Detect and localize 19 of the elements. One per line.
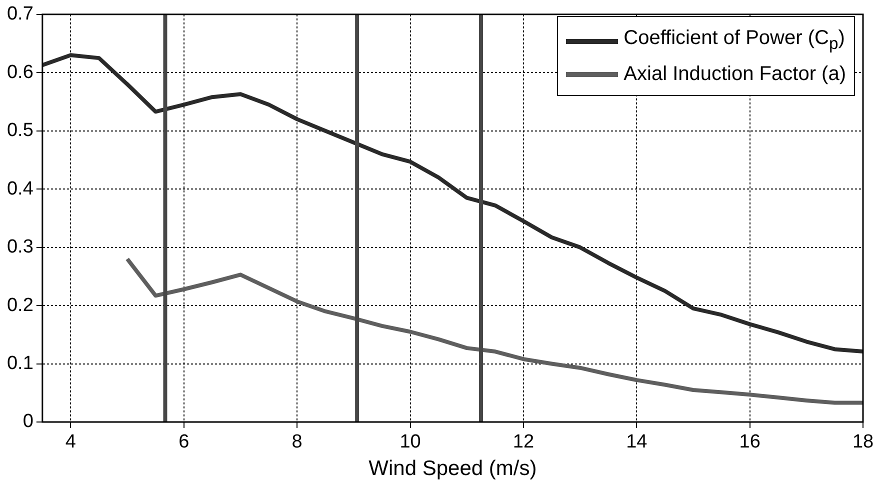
y-tick-label: 0.2 (6, 294, 34, 316)
y-tick-label: 0 (22, 411, 34, 432)
x-tick-label: 18 (852, 432, 874, 453)
legend-label: Coefficient of Power (C$_{p}$) (624, 26, 845, 55)
legend-label: Axial Induction Factor (a) (624, 62, 846, 87)
y-tick-label: 0.5 (6, 120, 34, 142)
y-tick-label: 0.1 (6, 353, 34, 374)
y-tick-label: 0.6 (6, 62, 34, 83)
y-tick-label: 0.4 (6, 178, 34, 200)
x-tick-label: 8 (292, 432, 302, 453)
y-tick-label: 0.3 (6, 236, 34, 258)
x-tick-label: 6 (178, 432, 190, 453)
x-axis-title: Wind Speed (m/s) (368, 457, 537, 480)
x-tick-label: 12 (512, 432, 534, 453)
x-tick-label: 14 (626, 432, 648, 453)
y-tick-label: 0.7 (6, 4, 34, 25)
x-tick-label: 16 (739, 432, 760, 453)
x-tick-label: 4 (65, 432, 76, 453)
x-tick-label: 10 (400, 432, 421, 453)
